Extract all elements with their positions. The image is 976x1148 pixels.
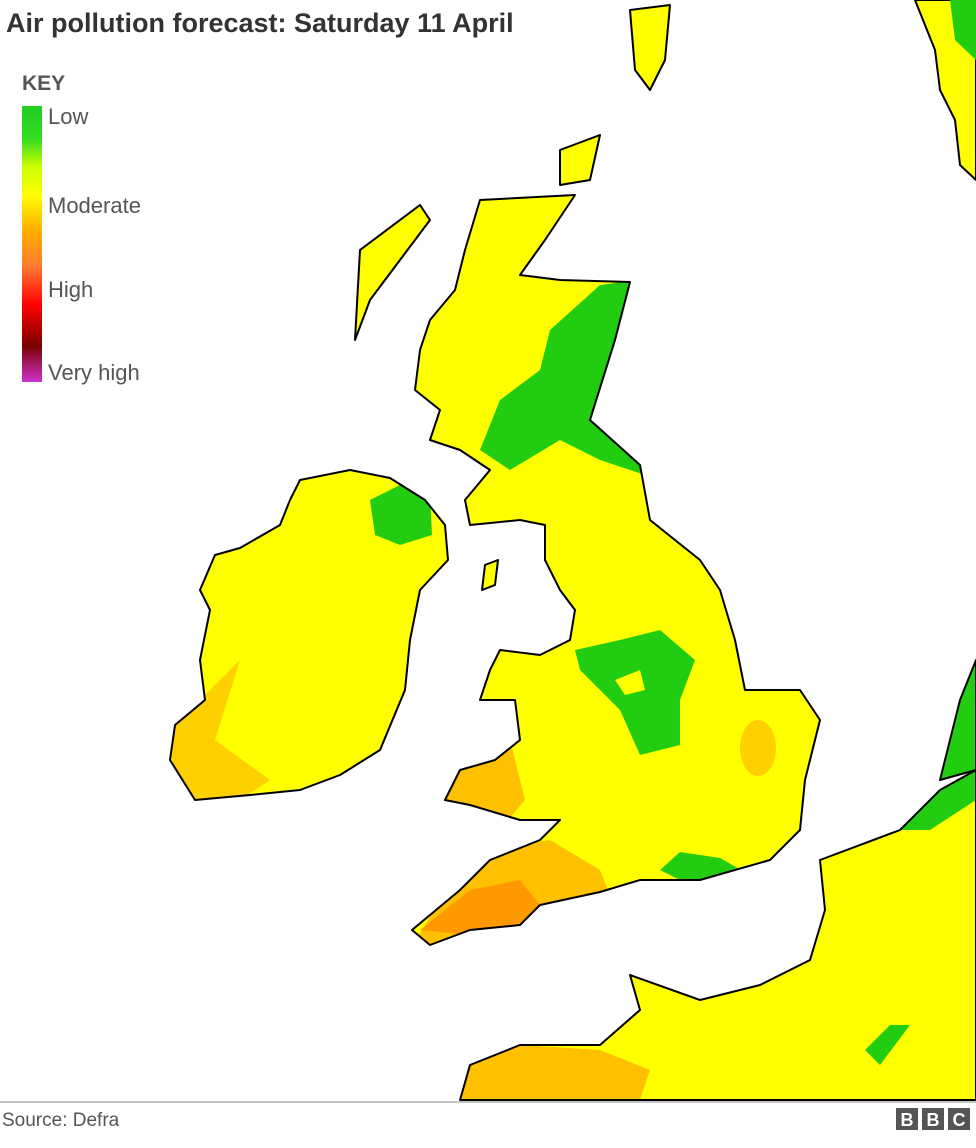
low-zone — [950, 0, 976, 60]
low-zone — [370, 485, 432, 545]
logo-box — [896, 1108, 918, 1130]
key-label: Low — [48, 104, 88, 129]
title: Air pollution forecast: Saturday 11 Apri… — [6, 8, 514, 38]
key-title: KEY — [22, 72, 65, 95]
moderate-high-zone — [460, 1045, 650, 1100]
logo-letter: B — [901, 1110, 914, 1130]
netherlands — [939, 659, 976, 781]
island — [559, 134, 601, 186]
great-britain — [412, 195, 820, 945]
moderate-high-zone — [170, 660, 270, 800]
island — [481, 559, 499, 591]
island — [629, 4, 671, 91]
key-label: Moderate — [48, 193, 141, 218]
logo-box — [948, 1108, 970, 1130]
key-label: Very high — [48, 360, 140, 385]
island — [354, 204, 431, 341]
source: Source: Defra — [2, 1110, 120, 1131]
key-label: High — [48, 277, 93, 302]
moderate-zone — [615, 670, 645, 695]
moderate-high-zone — [740, 720, 776, 776]
logo-letter: B — [927, 1110, 940, 1130]
low-zone — [865, 1025, 910, 1065]
low-zone — [890, 770, 976, 830]
logo-letter: C — [953, 1110, 966, 1130]
key-gradient — [22, 106, 42, 382]
logo-box — [922, 1108, 944, 1130]
high-zone — [420, 880, 540, 935]
